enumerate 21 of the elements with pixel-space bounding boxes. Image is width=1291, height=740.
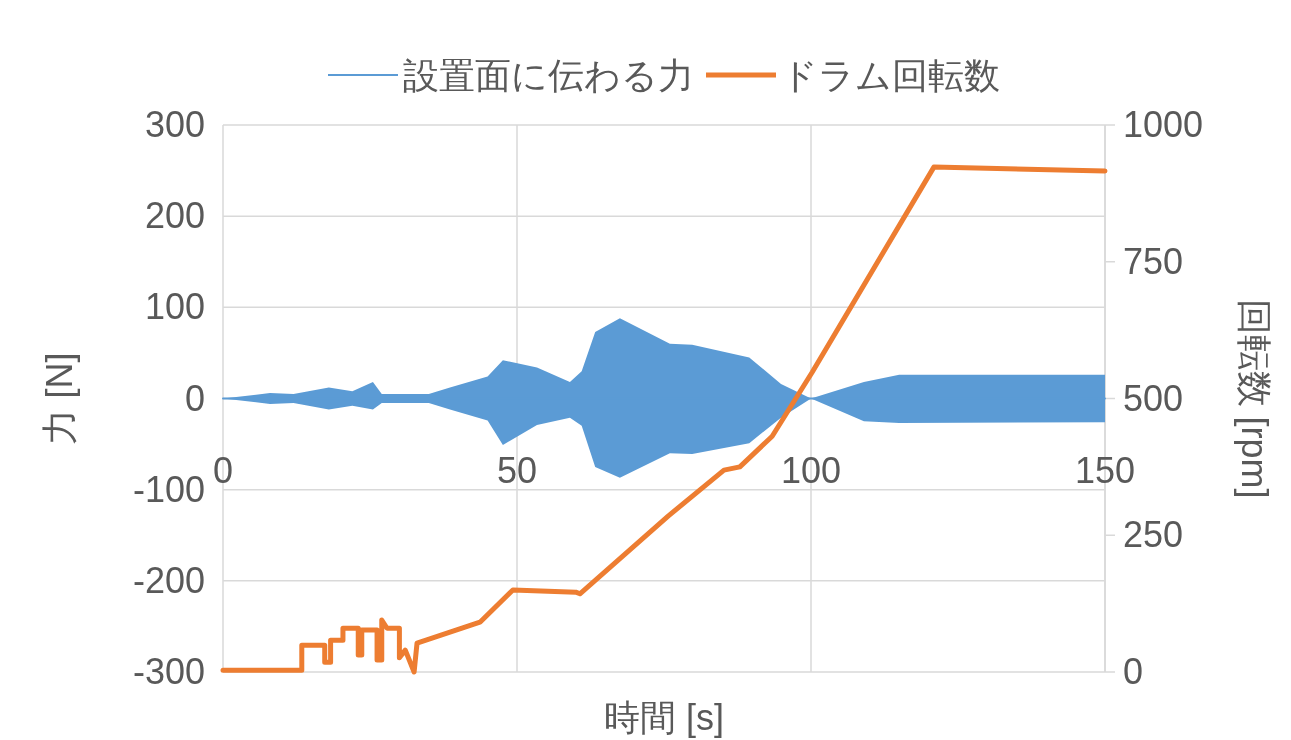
- y2-axis-title: 回転数 [rpm]: [1234, 298, 1275, 499]
- x-tick-label: 50: [496, 449, 538, 491]
- y-tick-label: 200: [144, 195, 205, 237]
- y-axis-title: 力 [N]: [39, 352, 80, 445]
- y-tick-label: -300: [132, 651, 205, 692]
- y-tick-label: 100: [144, 286, 205, 328]
- y-tick-label: 300: [144, 104, 205, 145]
- x-tick-label: 100: [780, 449, 842, 491]
- y2-tick-label: 1000: [1123, 104, 1204, 145]
- legend-label: ドラム回転数: [781, 55, 1000, 96]
- y-tick-label: -100: [132, 468, 205, 510]
- x-axis-title: 時間 [s]: [603, 697, 725, 738]
- y2-tick-label: 250: [1123, 514, 1184, 556]
- y-tick-label: -200: [132, 559, 205, 601]
- y2-tick-label: 0: [1123, 651, 1144, 692]
- legend-label: 設置面に伝わる力: [403, 55, 694, 96]
- x-tick-label: 0: [212, 449, 234, 491]
- y-tick-label: 0: [184, 377, 205, 419]
- x-tick-label: 150: [1074, 449, 1136, 491]
- y2-tick-label: 750: [1123, 240, 1184, 282]
- y2-tick-label: 500: [1123, 377, 1184, 419]
